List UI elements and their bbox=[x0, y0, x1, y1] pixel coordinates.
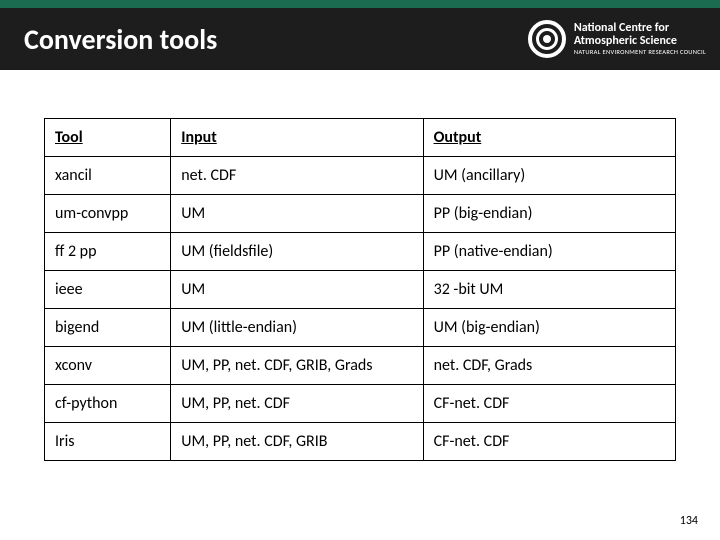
page-title: Conversion tools bbox=[24, 22, 217, 57]
table-row: xconv UM, PP, net. CDF, GRIB, Grads net.… bbox=[45, 347, 676, 385]
cell-tool: xancil bbox=[45, 157, 171, 195]
content-area: Tool Input Output xancil net. CDF UM (an… bbox=[0, 70, 720, 461]
cell-input: UM, PP, net. CDF, GRIB bbox=[171, 423, 423, 461]
cell-tool: ieee bbox=[45, 271, 171, 309]
cell-output: net. CDF, Grads bbox=[423, 347, 675, 385]
logo-line1: National Centre for bbox=[574, 22, 706, 35]
cell-tool: bigend bbox=[45, 309, 171, 347]
table-row: Iris UM, PP, net. CDF, GRIB CF-net. CDF bbox=[45, 423, 676, 461]
ncas-logo: National Centre for Atmospheric Science … bbox=[528, 20, 706, 58]
cell-tool: xconv bbox=[45, 347, 171, 385]
table-header-row: Tool Input Output bbox=[45, 119, 676, 157]
header-accent-bar bbox=[0, 0, 720, 8]
col-header-output: Output bbox=[423, 119, 675, 157]
cell-tool: ff 2 pp bbox=[45, 233, 171, 271]
cell-input: UM, PP, net. CDF bbox=[171, 385, 423, 423]
page-number: 134 bbox=[680, 514, 698, 528]
table-body: xancil net. CDF UM (ancillary) um-convpp… bbox=[45, 157, 676, 461]
cell-input: UM (little-endian) bbox=[171, 309, 423, 347]
cell-output: PP (native-endian) bbox=[423, 233, 675, 271]
table-row: cf-python UM, PP, net. CDF CF-net. CDF bbox=[45, 385, 676, 423]
table-row: bigend UM (little-endian) UM (big-endian… bbox=[45, 309, 676, 347]
cell-output: UM (big-endian) bbox=[423, 309, 675, 347]
cell-input: UM, PP, net. CDF, GRIB, Grads bbox=[171, 347, 423, 385]
conversion-tools-table: Tool Input Output xancil net. CDF UM (an… bbox=[44, 118, 676, 461]
cell-output: 32 -bit UM bbox=[423, 271, 675, 309]
spiral-icon bbox=[528, 20, 566, 58]
cell-input: UM bbox=[171, 271, 423, 309]
cell-output: CF-net. CDF bbox=[423, 385, 675, 423]
cell-tool: cf-python bbox=[45, 385, 171, 423]
cell-output: CF-net. CDF bbox=[423, 423, 675, 461]
logo-line3: NATURAL ENVIRONMENT RESEARCH COUNCIL bbox=[574, 49, 706, 56]
logo-line2: Atmospheric Science bbox=[574, 35, 706, 48]
logo-text: National Centre for Atmospheric Science … bbox=[574, 22, 706, 56]
cell-tool: um-convpp bbox=[45, 195, 171, 233]
header-bar: Conversion tools National Centre for Atm… bbox=[0, 8, 720, 70]
col-header-input: Input bbox=[171, 119, 423, 157]
table-row: um-convpp UM PP (big-endian) bbox=[45, 195, 676, 233]
cell-input: UM bbox=[171, 195, 423, 233]
cell-tool: Iris bbox=[45, 423, 171, 461]
cell-output: UM (ancillary) bbox=[423, 157, 675, 195]
col-header-tool: Tool bbox=[45, 119, 171, 157]
table-row: ff 2 pp UM (fieldsfile) PP (native-endia… bbox=[45, 233, 676, 271]
cell-input: net. CDF bbox=[171, 157, 423, 195]
table-row: xancil net. CDF UM (ancillary) bbox=[45, 157, 676, 195]
table-row: ieee UM 32 -bit UM bbox=[45, 271, 676, 309]
cell-input: UM (fieldsfile) bbox=[171, 233, 423, 271]
cell-output: PP (big-endian) bbox=[423, 195, 675, 233]
